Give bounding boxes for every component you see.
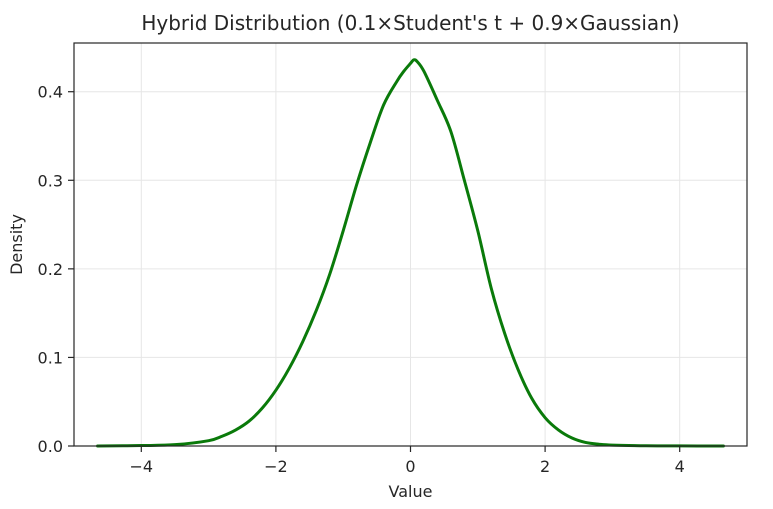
y-tick-label: 0.2 <box>38 260 63 279</box>
density-curve <box>96 58 725 448</box>
y-axis: 0.0 0.1 0.2 0.3 0.4 <box>38 83 74 456</box>
y-axis-label: Density <box>7 214 26 275</box>
y-tick-label: 0.0 <box>38 437 63 456</box>
x-tick-label: 2 <box>540 457 550 476</box>
x-tick-label: 0 <box>405 457 415 476</box>
x-tick-label: −2 <box>264 457 288 476</box>
x-tick-label: −4 <box>130 457 154 476</box>
y-tick-label: 0.4 <box>38 83 63 102</box>
x-tick-label: 4 <box>675 457 685 476</box>
x-axis: −4 −2 0 2 4 <box>130 446 685 476</box>
y-tick-label: 0.3 <box>38 171 63 190</box>
gridlines <box>74 43 747 447</box>
y-tick-label: 0.1 <box>38 348 63 367</box>
x-axis-label: Value <box>389 482 433 501</box>
chart-title: Hybrid Distribution (0.1×Student's t + 0… <box>141 11 679 35</box>
